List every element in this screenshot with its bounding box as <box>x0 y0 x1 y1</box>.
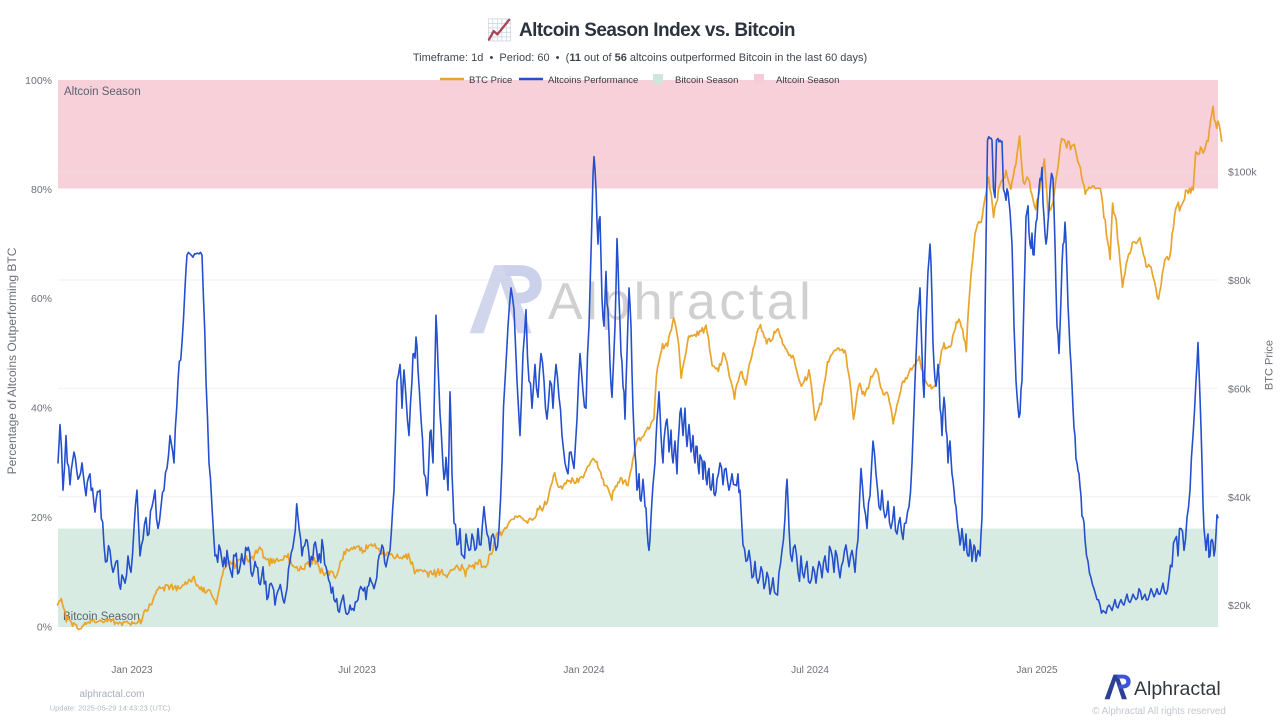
svg-text:100%: 100% <box>25 75 52 87</box>
svg-text:Jul 2023: Jul 2023 <box>338 665 376 676</box>
svg-text:Percentage of Altcoins Outperf: Percentage of Altcoins Outperforming BTC <box>5 247 19 474</box>
svg-text:Altcoins Performance: Altcoins Performance <box>548 75 638 86</box>
svg-text:$80k: $80k <box>1228 275 1252 287</box>
svg-text:Altcoin Season: Altcoin Season <box>776 75 839 86</box>
svg-text:Timeframe: 1d • Period: 60: Timeframe: 1d • Period: 60 • (11 out of … <box>413 52 867 64</box>
svg-text:Jul 2024: Jul 2024 <box>791 665 829 676</box>
svg-text:Altcoin Season Index vs. Bitco: Altcoin Season Index vs. Bitcoin <box>519 20 795 41</box>
svg-text:$40k: $40k <box>1228 492 1252 504</box>
svg-text:60%: 60% <box>31 293 52 305</box>
svg-text:20%: 20% <box>31 512 52 524</box>
svg-text:Jan 2023: Jan 2023 <box>111 665 153 676</box>
svg-text:$100k: $100k <box>1228 167 1257 179</box>
svg-text:$60k: $60k <box>1228 383 1252 395</box>
svg-text:alphractal.com: alphractal.com <box>79 689 144 700</box>
svg-text:40%: 40% <box>31 403 52 415</box>
svg-text:80%: 80% <box>31 184 52 196</box>
svg-text:0%: 0% <box>37 621 52 633</box>
svg-text:Jan 2025: Jan 2025 <box>1016 665 1058 676</box>
svg-text:BTC Price: BTC Price <box>469 75 512 86</box>
svg-text:$20k: $20k <box>1228 600 1252 612</box>
svg-text:© Alphractal All rights reserv: © Alphractal All rights reserved <box>1092 706 1226 717</box>
svg-text:Bitcoin Season: Bitcoin Season <box>63 611 140 623</box>
svg-text:Alphractal: Alphractal <box>1134 678 1221 700</box>
svg-text:Alphractal: Alphractal <box>548 273 814 331</box>
svg-text:Jan 2024: Jan 2024 <box>563 665 605 676</box>
svg-text:Update: 2025-05-29 14:43:23 (U: Update: 2025-05-29 14:43:23 (UTC) <box>50 704 171 713</box>
svg-text:Bitcoin Season: Bitcoin Season <box>675 75 738 86</box>
svg-text:Altcoin Season: Altcoin Season <box>64 86 141 98</box>
svg-text:BTC Price: BTC Price <box>1264 340 1276 390</box>
